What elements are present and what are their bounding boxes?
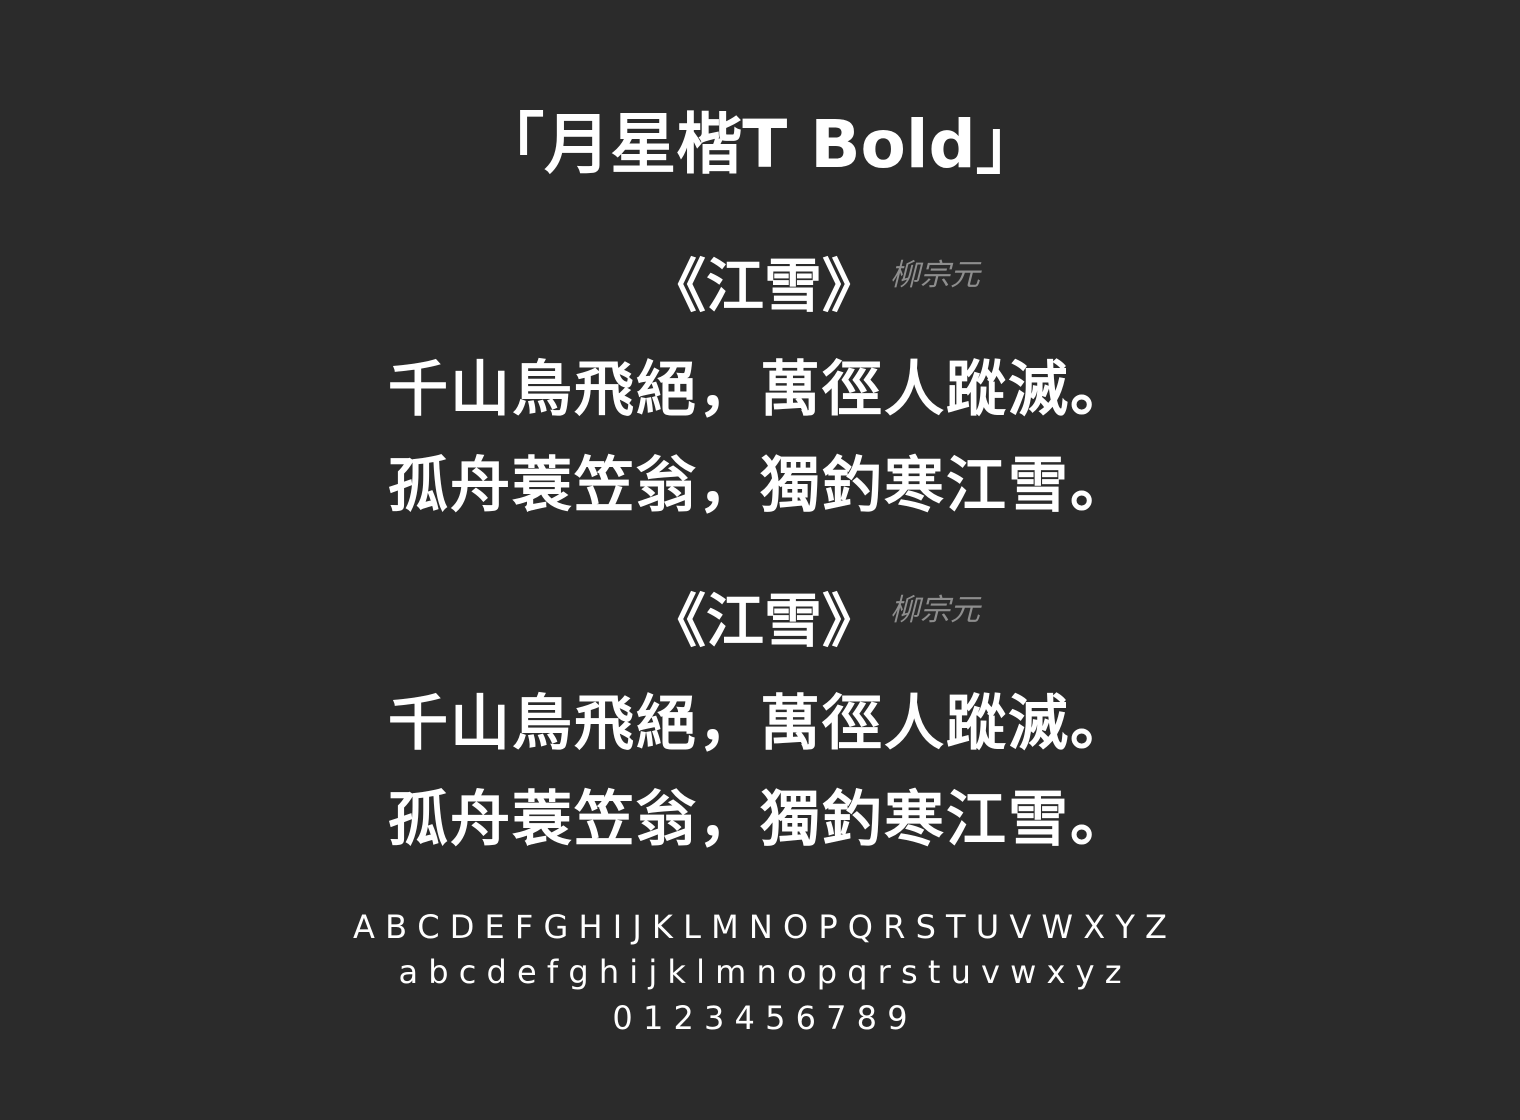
font-title: 「月星楷T Bold」 xyxy=(478,106,1042,183)
lowercase-row: a b c d e f g h i j k l m n o p q r s t … xyxy=(398,953,1122,991)
poem-line: 千山鳥飛絕，萬徑人蹤滅。 xyxy=(388,355,1132,425)
poem-line: 孤舟蓑笠翁，獨釣寒江雪。 xyxy=(388,785,1132,855)
poem-title: 《江雪》 xyxy=(648,252,881,320)
poem-author: 柳宗元 xyxy=(890,258,980,293)
digits-row: 0 1 2 3 4 5 6 7 8 9 xyxy=(612,999,908,1037)
poem-author: 柳宗元 xyxy=(890,593,980,628)
poem-title: 《江雪》 xyxy=(648,587,881,655)
poem-line: 孤舟蓑笠翁，獨釣寒江雪。 xyxy=(388,451,1132,521)
poem-line: 千山鳥飛絕，萬徑人蹤滅。 xyxy=(388,689,1132,759)
uppercase-row: A B C D E F G H I J K L M N O P Q R S T … xyxy=(353,908,1167,946)
